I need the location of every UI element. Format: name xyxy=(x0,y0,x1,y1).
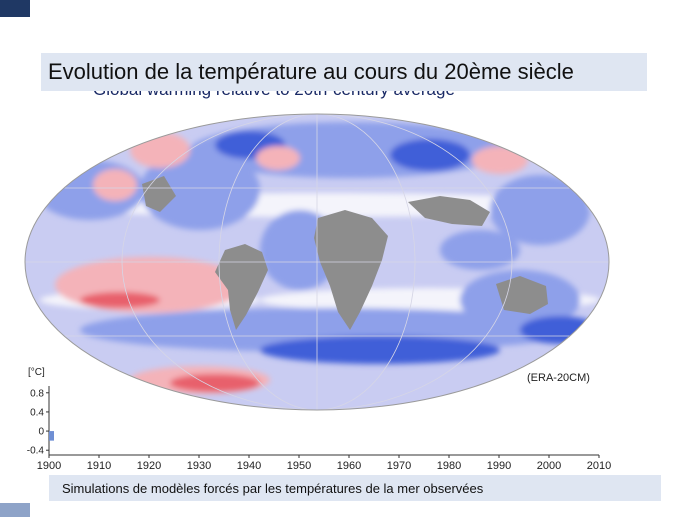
footer-caption-box: Simulations de modèles forcés par les te… xyxy=(49,475,661,501)
africa-land xyxy=(314,210,388,330)
chart-axes: 0.8 0.4 0 -0.4 1900 1910 1920 1930 1940 1950 1960 1… xyxy=(27,386,611,472)
x-tick-label: 1910 xyxy=(87,460,111,472)
map-graticule xyxy=(25,114,609,410)
south-america-land xyxy=(215,244,268,330)
y-tick-label: -0.4 xyxy=(27,446,45,457)
y-axis-label: [°C] xyxy=(28,367,45,378)
chart-bars xyxy=(49,431,54,441)
corner-accent-top xyxy=(0,0,30,17)
source-label: (ERA-20CM) xyxy=(527,372,590,384)
slide-title: Evolution de la température au cours du … xyxy=(48,59,574,84)
x-tick-label: 1900 xyxy=(37,460,61,472)
anomaly-field xyxy=(35,122,600,394)
footer-caption: Simulations de modèles forcés par les te… xyxy=(62,480,484,496)
corner-accent-bottom xyxy=(0,503,30,517)
x-tick-label: 1940 xyxy=(237,460,261,472)
y-tick-label: 0 xyxy=(38,427,44,438)
globe-outline xyxy=(24,113,610,411)
x-tick-label: 1970 xyxy=(387,460,411,472)
x-tick-label: 1980 xyxy=(437,460,461,472)
x-tick-label: 1960 xyxy=(337,460,361,472)
timeseries-chart: [°C] 0.8 0.4 0 -0.4 1900 1910 1920 1930 1940 1950… xyxy=(27,367,611,472)
land-masses xyxy=(142,176,548,330)
x-tick-label: 2010 xyxy=(587,460,611,472)
y-tick-label: 0.8 xyxy=(30,388,44,399)
australia-land xyxy=(496,276,548,314)
y-tick-label: 0.4 xyxy=(30,407,44,418)
x-tick-label: 1990 xyxy=(487,460,511,472)
x-tick-label: 2000 xyxy=(537,460,561,472)
asia-south-land xyxy=(408,196,490,226)
slide-title-box: Evolution de la température au cours du … xyxy=(41,53,647,91)
x-tick-label: 1920 xyxy=(137,460,161,472)
data-bar xyxy=(49,431,54,441)
x-tick-label: 1930 xyxy=(187,460,211,472)
x-tick-label: 1950 xyxy=(287,460,311,472)
